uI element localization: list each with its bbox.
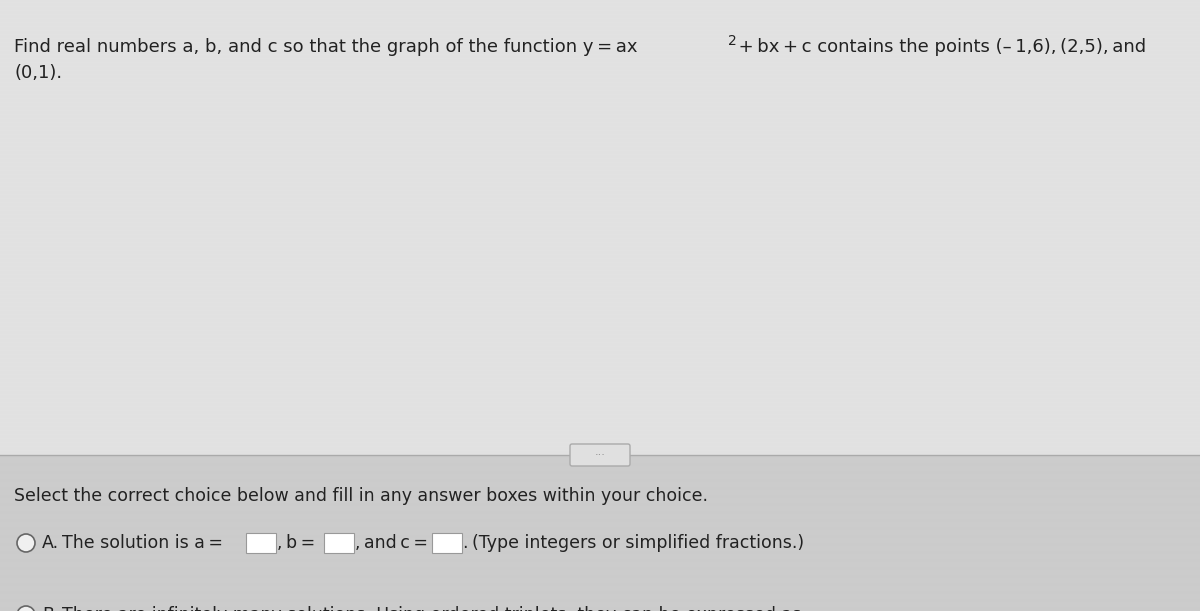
FancyBboxPatch shape bbox=[324, 533, 354, 553]
Text: + bx + c contains the points (– 1,6), (2,5), and: + bx + c contains the points (– 1,6), (2… bbox=[734, 38, 1146, 56]
FancyBboxPatch shape bbox=[432, 533, 462, 553]
FancyBboxPatch shape bbox=[0, 455, 1200, 611]
Text: , b =: , b = bbox=[277, 534, 319, 552]
FancyBboxPatch shape bbox=[0, 0, 1200, 455]
Text: A.: A. bbox=[42, 534, 59, 552]
Text: . (Type integers or simplified fractions.): . (Type integers or simplified fractions… bbox=[463, 534, 804, 552]
Circle shape bbox=[17, 606, 35, 611]
Text: , and c =: , and c = bbox=[355, 534, 432, 552]
FancyBboxPatch shape bbox=[570, 444, 630, 466]
Text: There are infinitely many solutions. Using ordered triplets, they can be express: There are infinitely many solutions. Usi… bbox=[62, 606, 802, 611]
FancyBboxPatch shape bbox=[246, 533, 276, 553]
Text: B.: B. bbox=[42, 606, 60, 611]
Text: ···: ··· bbox=[594, 450, 606, 460]
Text: 2: 2 bbox=[728, 34, 737, 48]
Circle shape bbox=[17, 534, 35, 552]
Text: Find real numbers a, b, and c so that the graph of the function y = ax: Find real numbers a, b, and c so that th… bbox=[14, 38, 637, 56]
Text: The solution is a =: The solution is a = bbox=[62, 534, 227, 552]
Text: (0,1).: (0,1). bbox=[14, 64, 62, 82]
Text: Select the correct choice below and fill in any answer boxes within your choice.: Select the correct choice below and fill… bbox=[14, 487, 708, 505]
